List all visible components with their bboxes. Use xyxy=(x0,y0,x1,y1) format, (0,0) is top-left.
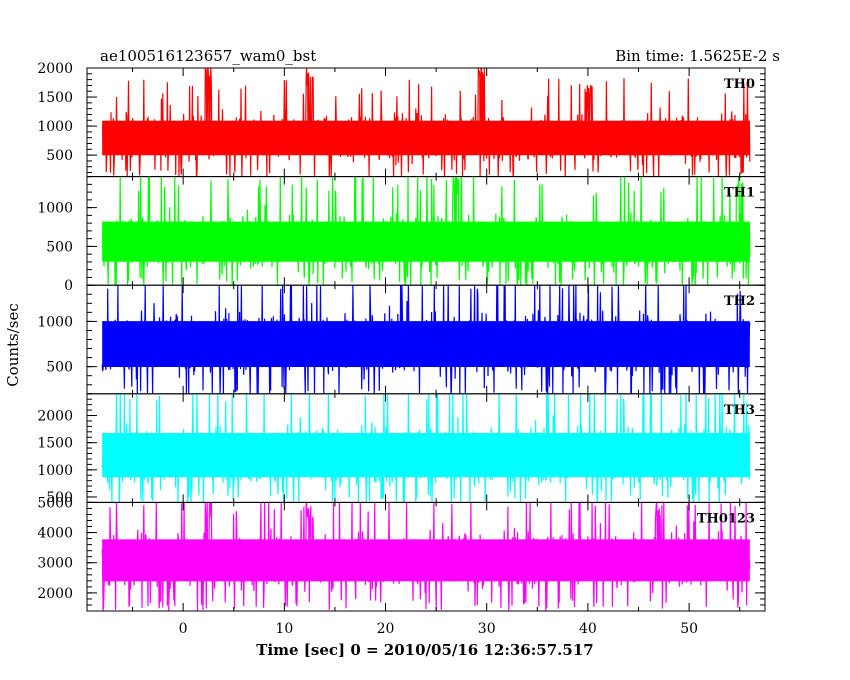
y-tick-label: 1000 xyxy=(37,119,73,135)
x-tick-label: 30 xyxy=(478,621,496,637)
y-tick-label: 1500 xyxy=(37,436,73,452)
x-tick-label: 20 xyxy=(377,621,395,637)
y-tick-label: 4000 xyxy=(37,526,73,542)
y-tick-label: 0 xyxy=(64,278,73,294)
y-tick-label: 2000 xyxy=(37,61,73,77)
panel-label-th3: TH3 xyxy=(724,403,755,418)
panel-th0: 500 1000 1500 2000 TH0 xyxy=(37,61,766,178)
panels-group: 500100015002000TH005001000TH15001000TH25… xyxy=(37,61,766,612)
y-tick-label: 500 xyxy=(46,490,73,506)
y-axis-label: Counts/sec xyxy=(4,303,22,387)
panel-label-th0: TH0 xyxy=(724,77,755,92)
series-core-th0 xyxy=(102,120,750,156)
panel-label-th2: TH2 xyxy=(724,294,755,309)
y-tick-label: 1000 xyxy=(37,201,73,217)
x-tick-label: 0 xyxy=(179,621,188,637)
y-tick-label: 3000 xyxy=(37,556,73,572)
x-axis-label: Time [sec] 0 = 2010/05/16 12:36:57.517 xyxy=(256,641,593,659)
y-tick-label: 1000 xyxy=(37,463,73,479)
x-tick-label: 40 xyxy=(579,621,597,637)
y-tick-label: 2000 xyxy=(37,586,73,602)
x-tick-label: 50 xyxy=(680,621,698,637)
panel-label-th1: TH1 xyxy=(724,186,755,201)
y-tick-label: 2000 xyxy=(37,409,73,425)
x-axis-ticks: 0 10 20 30 40 50 xyxy=(179,621,698,637)
panel-th1: 0 500 1000 TH1 xyxy=(37,176,766,294)
series-core-th1 xyxy=(102,221,750,262)
y-tick-label: 500 xyxy=(46,239,73,255)
y-tick-label: 500 xyxy=(46,148,73,164)
series-core-th3 xyxy=(102,433,750,478)
y-tick-label: 1000 xyxy=(37,314,73,330)
bin-time-label: Bin time: 1.5625E-2 s xyxy=(615,47,780,65)
panel-label-th0123: TH0123 xyxy=(697,511,755,526)
chart-title: ae100516123657_wam0_bst xyxy=(100,47,316,65)
series-core-th2 xyxy=(102,321,750,368)
series-core-th0123 xyxy=(102,539,750,582)
x-tick-label: 10 xyxy=(275,621,293,637)
panel-th3: 500 1000 1500 2000 TH3 xyxy=(37,393,766,506)
y-tick-label: 5000 xyxy=(37,495,73,511)
y-tick-label: 500 xyxy=(46,360,73,376)
y-tick-label: 1500 xyxy=(37,90,73,106)
panel-th2: 500 1000 TH2 xyxy=(37,284,766,395)
panel-th0123: 2000 3000 4000 5000 TH0123 xyxy=(37,495,766,612)
